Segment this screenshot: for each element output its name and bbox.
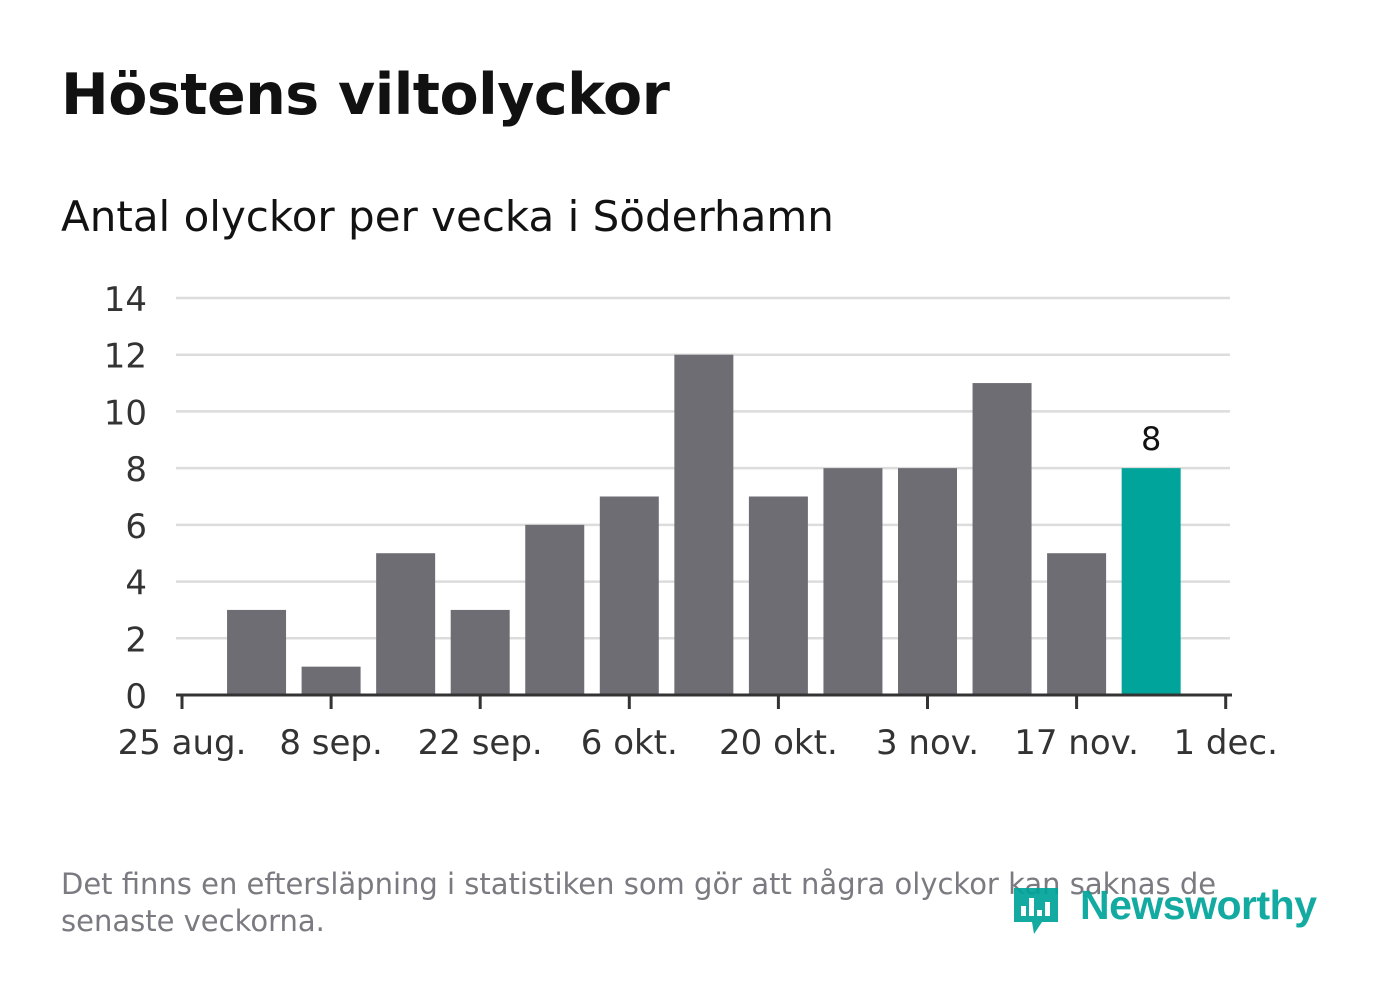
- bar: [450, 609, 510, 695]
- bar: [674, 354, 734, 695]
- y-tick-label: 12: [104, 337, 147, 377]
- bar-highlight: [1121, 468, 1181, 695]
- data-label: 8: [1141, 420, 1161, 458]
- x-tick-label: 1 dec.: [1173, 723, 1277, 763]
- x-axis: [176, 693, 1232, 709]
- bar: [823, 468, 883, 695]
- brand-name: Newsworthy: [1080, 882, 1317, 928]
- bar: [972, 383, 1032, 695]
- y-tick-label: 14: [104, 280, 147, 320]
- newsworthy-logo-icon: [1014, 888, 1058, 934]
- x-tick-label: 25 aug.: [118, 723, 247, 763]
- bar: [376, 553, 436, 695]
- y-tick-label: 0: [125, 677, 147, 717]
- y-tick-label: 8: [125, 450, 147, 490]
- bar: [1047, 553, 1107, 695]
- bar: [898, 468, 957, 695]
- chart-title: Höstens viltolyckor: [61, 62, 670, 128]
- y-tick-label: 6: [125, 507, 147, 547]
- x-tick-label: 8 sep.: [279, 723, 382, 763]
- bar-chart: 0 2 4 6 8 10 12 14 8 25 aug. 8 sep. 22 sep. 6 okt. 20…: [104, 280, 1278, 763]
- footnote: Det finns en eftersläpning i statistiken…: [61, 867, 1217, 938]
- bar: [599, 496, 659, 695]
- x-tick-label: 17 nov.: [1014, 723, 1139, 763]
- bar: [227, 609, 287, 695]
- bar: [301, 666, 361, 695]
- x-tick-label: 3 nov.: [876, 723, 979, 763]
- bar: [525, 524, 585, 695]
- bars: [227, 354, 1181, 695]
- tick-labels: 0 2 4 6 8 10 12 14 8 25 aug. 8 sep. 22 sep. 6 okt. 20…: [104, 280, 1278, 763]
- x-tick-label: 22 sep.: [418, 723, 543, 763]
- y-tick-label: 2: [125, 620, 147, 660]
- x-tick-label: 6 okt.: [581, 723, 678, 763]
- bar: [748, 496, 808, 695]
- y-tick-label: 4: [125, 564, 147, 604]
- x-tick-label: 20 okt.: [719, 723, 838, 763]
- newsworthy-logo: Newsworthy: [1012, 882, 1322, 942]
- chart-subtitle: Antal olyckor per vecka i Söderhamn: [61, 192, 834, 241]
- y-tick-label: 10: [104, 393, 147, 433]
